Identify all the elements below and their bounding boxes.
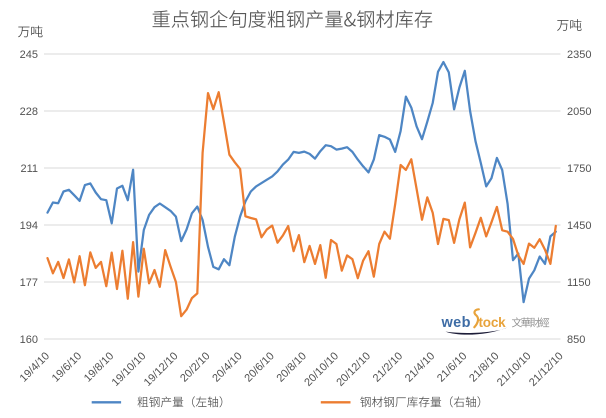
- svg-text:211: 211: [20, 163, 38, 175]
- svg-text:177: 177: [20, 277, 38, 289]
- svg-text:2050: 2050: [567, 106, 591, 118]
- svg-text:194: 194: [20, 220, 38, 232]
- svg-text:tock: tock: [479, 315, 507, 330]
- svg-text:850: 850: [567, 334, 585, 346]
- svg-text:2350: 2350: [567, 49, 591, 61]
- svg-text:1450: 1450: [567, 220, 591, 232]
- svg-text:228: 228: [20, 106, 38, 118]
- svg-text:245: 245: [20, 49, 38, 61]
- svg-text:160: 160: [20, 334, 38, 346]
- svg-text:1150: 1150: [567, 277, 591, 289]
- svg-text:1750: 1750: [567, 163, 591, 175]
- svg-text:web: web: [441, 315, 471, 331]
